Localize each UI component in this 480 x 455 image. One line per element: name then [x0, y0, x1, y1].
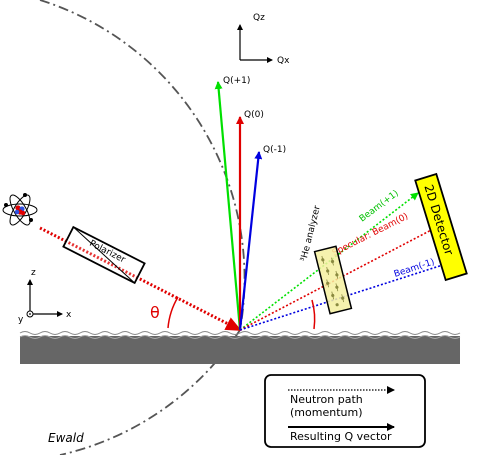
legend-momentum-label: (momentum) [290, 406, 362, 419]
qx-axis-label: Qx [277, 56, 290, 66]
real-space-axes: z x y [18, 268, 72, 325]
ewald-circle [39, 0, 246, 455]
beam-minus1-label: Beam(-1) [393, 257, 436, 279]
beam-specular [239, 226, 438, 331]
q-vector-minus1-label: Q(-1) [263, 145, 286, 155]
atom-icon [2, 193, 38, 226]
y-axis-label: y [18, 315, 24, 325]
q-vector-plus1 [214, 81, 242, 331]
legend-q-vector-label: Resulting Q vector [290, 430, 392, 443]
beam-minus1 [239, 260, 453, 331]
legend-neutron-path-label: Neutron path [290, 393, 363, 406]
polarizer: Polarizer [62, 225, 146, 285]
legend: Neutron path (momentum) Resulting Q vect… [264, 374, 426, 448]
he3-analyzer [313, 245, 353, 315]
q-vector-minus1 [238, 151, 263, 331]
z-axis-label: z [31, 268, 36, 278]
q-vector-plus1-label: Q(+1) [223, 76, 250, 86]
sample-surface [19, 331, 461, 364]
q-axes: Qz Qx [237, 13, 290, 66]
qz-axis-label: Qz [253, 13, 265, 23]
theta-label: θ [150, 303, 160, 322]
ewald-label: Ewald [48, 431, 84, 445]
incident-beam [39, 226, 242, 332]
detector: 2D Detector [414, 172, 468, 282]
x-axis-label: x [66, 310, 72, 320]
q-vector-0-label: Q(0) [244, 110, 264, 120]
theta-arc [167, 296, 179, 329]
reflection-angle-arc [311, 299, 316, 330]
